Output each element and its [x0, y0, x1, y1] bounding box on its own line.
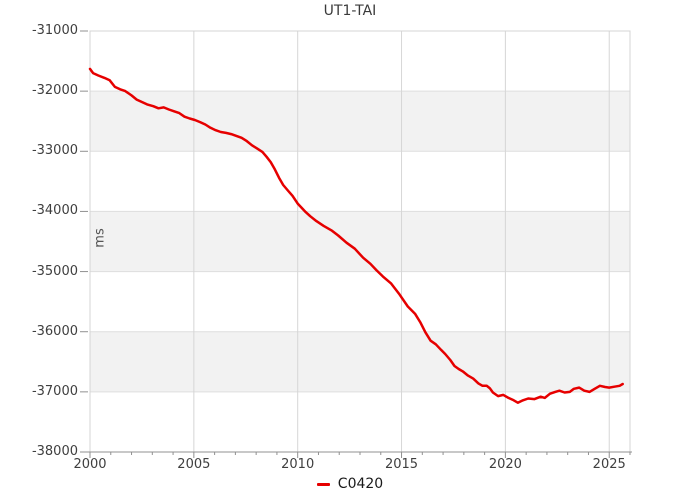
- y-tick-label: -31000: [31, 23, 78, 38]
- x-tick-label: 2020: [488, 457, 522, 472]
- shaded-band: [90, 211, 630, 272]
- y-tick-label: -32000: [31, 83, 78, 99]
- y-tick-label: -37000: [31, 383, 78, 399]
- x-tick-label: 2005: [177, 457, 211, 472]
- x-tick-label: 2000: [73, 457, 107, 472]
- shaded-band: [90, 91, 630, 152]
- series-line: [88, 67, 624, 404]
- x-tick-label: 2015: [384, 457, 419, 472]
- y-tick-label: -38000: [31, 444, 78, 459]
- y-tick-label: -36000: [31, 323, 78, 339]
- y-axis-unit-label: ms: [92, 228, 108, 248]
- x-tick-label: 2025: [592, 457, 626, 472]
- y-tick-label: -33000: [31, 143, 78, 159]
- legend-series-label: C0420: [337, 476, 384, 492]
- y-tick-label: -35000: [31, 263, 78, 279]
- x-tick-label: 2010: [281, 457, 315, 472]
- legend: C0420: [0, 476, 700, 492]
- chart-title: UT1-TAI: [323, 3, 377, 19]
- shaded-band: [90, 331, 630, 392]
- legend-line-swatch: [316, 482, 330, 486]
- y-tick-label: -34000: [31, 203, 78, 219]
